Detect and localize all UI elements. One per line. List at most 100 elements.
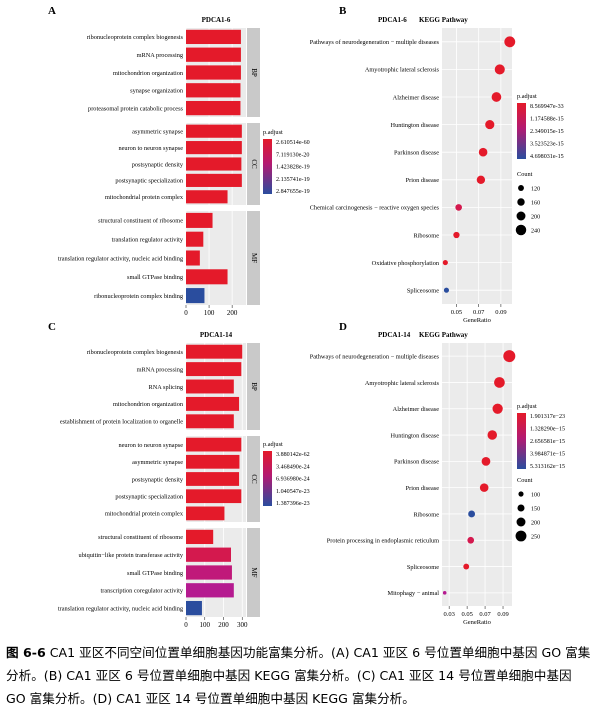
legend-colorbar: [517, 413, 526, 469]
legend-colorbar: [517, 103, 526, 159]
bar: [186, 288, 205, 304]
facet-label: MF: [250, 253, 258, 263]
legend-size-marker: [515, 224, 527, 236]
category-label: establishment of protein localization to…: [60, 419, 183, 426]
category-label: mitochondrion organization: [113, 401, 184, 408]
legend-size-marker: [516, 211, 526, 221]
category-label: structural constituent of ribosome: [98, 534, 183, 541]
category-label: translation regulator activity, nucleic …: [58, 255, 184, 262]
category-label: ribonucleoprotein complex binding: [94, 293, 184, 300]
category-label: Prion disease: [406, 177, 440, 184]
legend-label: 6.936980e-24: [276, 477, 310, 483]
x-tick-label: 100: [200, 621, 211, 629]
x-tick-label: 0.09: [495, 309, 506, 316]
category-label: Amyotrophic lateral sclerosis: [365, 380, 440, 387]
data-point: [476, 175, 486, 184]
legend-label: 2.349015e-15: [530, 129, 564, 135]
category-label: transcription coregulator activity: [100, 588, 183, 595]
category-label: Amyotrophic lateral sclerosis: [365, 67, 440, 74]
panel-letter: A: [48, 5, 56, 17]
bar: [186, 269, 228, 285]
x-axis-label: GeneRatio: [463, 619, 491, 626]
bar: [186, 212, 213, 228]
category-label: mRNA processing: [137, 366, 184, 373]
legend-label: 120: [531, 186, 540, 192]
bar: [186, 583, 234, 598]
bar: [186, 414, 234, 429]
legend-label: 1.174588e-15: [530, 117, 564, 123]
data-point: [504, 36, 516, 48]
bar: [186, 141, 242, 155]
facet-strip: [247, 211, 260, 305]
legend-label: 3.523523e-15: [530, 142, 564, 148]
bar: [186, 600, 202, 616]
category-label: translation regulator activity: [112, 237, 184, 244]
legend-label: 150: [531, 506, 540, 512]
x-tick-label: 0.07: [479, 611, 491, 618]
category-label: asymmetric synapse: [132, 459, 183, 466]
facet-strip: [247, 436, 260, 522]
x-tick-label: 0.05: [461, 611, 472, 618]
legend-label: 2.847655e-19: [276, 189, 310, 195]
legend-label: 2.135741e-19: [276, 177, 310, 183]
category-label: small GTPase binding: [127, 274, 184, 281]
data-point: [442, 591, 447, 595]
legend-colorbar: [263, 451, 272, 506]
legend-label: 200: [531, 214, 540, 220]
data-point: [494, 377, 505, 388]
bar: [186, 529, 214, 545]
category-label: mitochondrial protein complex: [105, 194, 184, 201]
category-label: ubiquitin−like protein transferase activ…: [79, 552, 184, 559]
x-axis-label: GeneRatio: [463, 317, 491, 324]
bar: [186, 231, 204, 247]
legend-title: p.adjust: [263, 441, 283, 448]
bar: [186, 190, 228, 204]
legend-colorbar: [263, 139, 272, 194]
legend-label: 240: [531, 228, 540, 234]
facet-strip: [247, 28, 260, 117]
category-label: Spliceosome: [407, 564, 439, 571]
category-label: mRNA processing: [137, 52, 184, 59]
category-label: postsynaptic density: [132, 161, 184, 168]
data-point: [503, 350, 516, 363]
legend-label: 8.569947e-33: [530, 104, 564, 110]
category-label: neuron to neuron synapse: [118, 145, 183, 152]
x-tick-label: 0: [184, 621, 188, 629]
category-label: Oxidative phosphorylation: [372, 260, 440, 267]
bar: [186, 173, 242, 187]
legend-size-marker: [517, 198, 525, 206]
x-tick-label: 200: [218, 621, 229, 629]
legend-size-marker: [515, 530, 527, 542]
legend-title: p.adjust: [517, 93, 537, 100]
category-label: Prion disease: [406, 485, 440, 492]
legend-title: p.adjust: [517, 403, 537, 410]
legend-label: 3.468490e-24: [276, 464, 310, 470]
category-label: postsynaptic density: [132, 476, 184, 483]
facet-strip: [247, 343, 260, 430]
data-point: [494, 64, 505, 75]
bar: [186, 65, 241, 80]
legend-title: Count: [517, 477, 533, 484]
legend-label: 1.387396e-23: [276, 501, 310, 507]
panel-b: B PDCA1-6 KEGG Pathway Pathways of neurodeg…: [310, 5, 564, 324]
x-tick-label: 0.05: [451, 309, 462, 316]
panel-letter: B: [339, 5, 347, 17]
data-point: [453, 231, 460, 239]
legend-label: 200: [531, 520, 540, 526]
legend-label: 1.901317e−23: [530, 414, 565, 420]
bar: [186, 100, 241, 116]
category-label: Ribosome: [413, 511, 439, 518]
legend-label: 2.610514e-60: [276, 140, 310, 146]
legend-label: 3.880142e-62: [276, 452, 310, 458]
caption-text: CA1 亚区不同空间位置单细胞基因功能富集分析。(A) CA1 亚区 6 号位置…: [6, 645, 591, 706]
data-point: [485, 120, 495, 130]
facet-label: BP: [250, 68, 258, 77]
figure-caption: 图 6-6 CA1 亚区不同空间位置单细胞基因功能富集分析。(A) CA1 亚区…: [6, 641, 594, 710]
category-label: Spliceosome: [407, 288, 439, 295]
category-label: Protein processing in endoplasmic reticu…: [327, 538, 439, 545]
category-label: small GTPase binding: [127, 570, 184, 577]
category-label: Ribosome: [413, 232, 439, 239]
category-label: Mitophagy − animal: [388, 590, 440, 597]
panel-a: A PDCA1-6 BP ribonucleoprotein complex biog…: [48, 5, 310, 317]
x-tick-label: 0: [184, 309, 188, 317]
